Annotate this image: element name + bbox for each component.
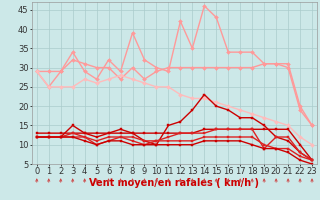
X-axis label: Vent moyen/en rafales ( km/h ): Vent moyen/en rafales ( km/h ) xyxy=(89,178,260,188)
